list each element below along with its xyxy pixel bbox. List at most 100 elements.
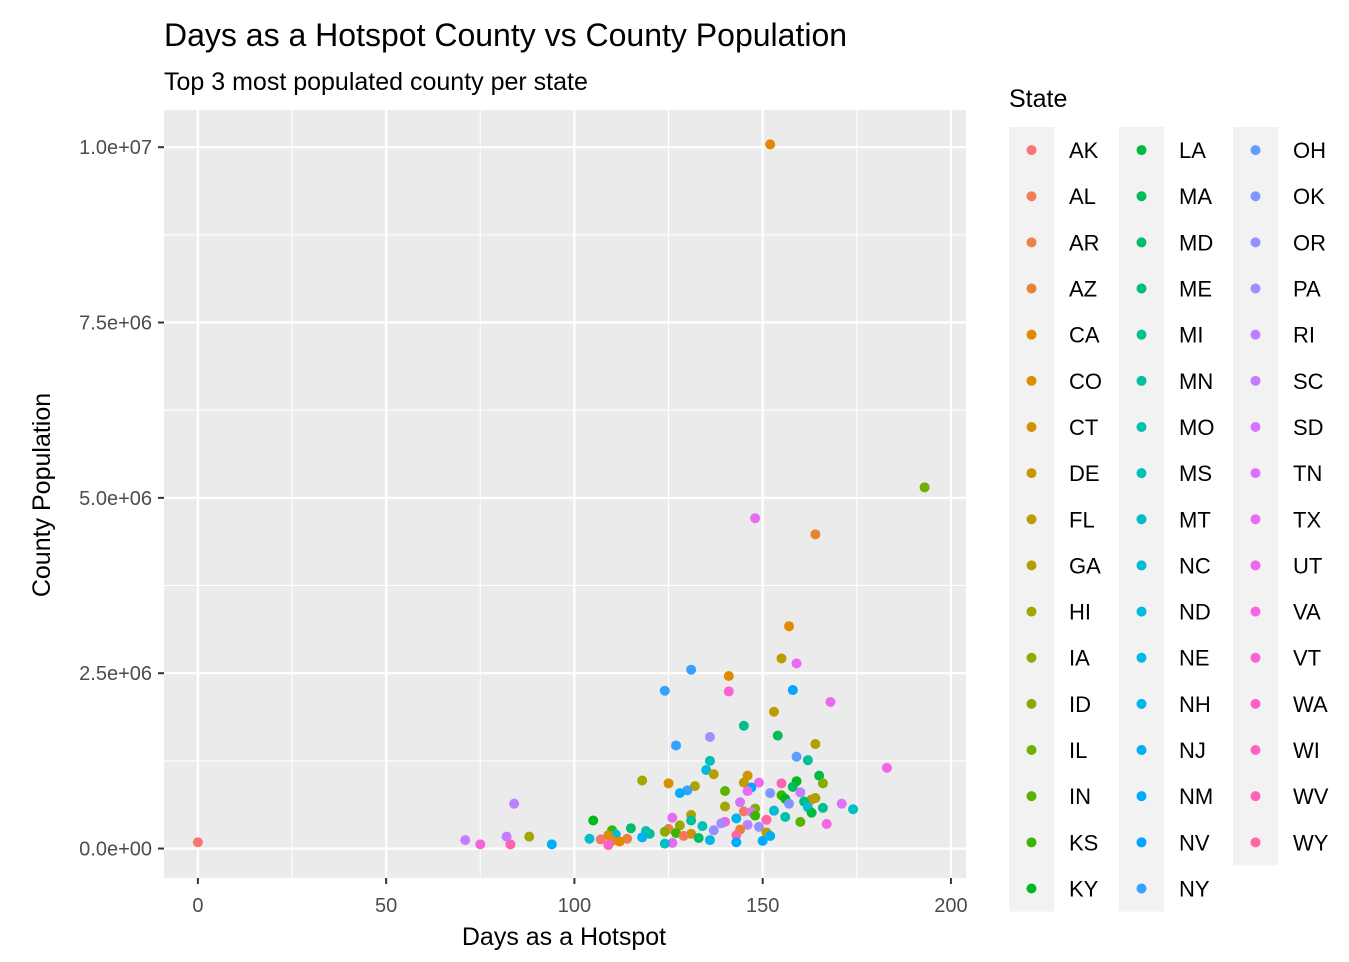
legend-title: State [1009, 85, 1067, 113]
data-point [787, 781, 798, 792]
y-tick-label: 7.5e+06 [79, 313, 152, 335]
chart-subtitle: Top 3 most populated county per state [164, 68, 588, 96]
data-point [686, 815, 697, 826]
data-point [546, 839, 557, 850]
legend-items: AK AL AR AZ CA CO CT DE FL GA HI IA ID IL IN KS KY LA MA MD… [1009, 127, 1329, 912]
data-point [753, 821, 764, 832]
legend-key [1250, 283, 1261, 294]
legend-key [1250, 329, 1261, 340]
data-point [659, 826, 670, 837]
legend-key [1136, 375, 1147, 386]
data-point [501, 831, 512, 842]
y-axis-title: County Population [28, 393, 56, 597]
legend-key [1026, 698, 1037, 709]
data-point [810, 529, 821, 540]
legend-label: UT [1293, 553, 1322, 578]
data-point [810, 739, 821, 750]
legend-key [1250, 652, 1261, 663]
legend-key [1026, 606, 1037, 617]
legend-label: LA [1179, 138, 1206, 163]
legend-key [1026, 145, 1037, 156]
legend-key [1136, 514, 1147, 525]
legend-label: OK [1293, 184, 1325, 209]
data-point [731, 813, 742, 824]
legend-label: GA [1069, 553, 1101, 578]
data-point [738, 806, 749, 817]
data-point [697, 821, 708, 832]
plot-panel [164, 110, 966, 878]
data-point [674, 788, 685, 799]
legend-label: WA [1293, 692, 1328, 717]
legend-key [1026, 421, 1037, 432]
legend-key-background [1233, 127, 1278, 866]
data-point [825, 696, 836, 707]
legend-label: MT [1179, 507, 1211, 532]
data-point [686, 828, 697, 839]
data-point [731, 830, 742, 841]
x-tick-label: 200 [934, 895, 967, 917]
data-point [821, 818, 832, 829]
legend-label: ME [1179, 277, 1212, 302]
data-point [742, 819, 753, 830]
legend-key [1250, 514, 1261, 525]
legend-key [1026, 560, 1037, 571]
data-point [678, 830, 689, 841]
legend-label: CA [1069, 323, 1100, 348]
chart-title: Days as a Hotspot County vs County Popul… [164, 17, 847, 53]
data-point [761, 814, 772, 825]
legend-key [1136, 237, 1147, 248]
y-tick-label: 5.0e+06 [79, 488, 152, 510]
legend-key [1026, 329, 1037, 340]
legend-key [1026, 745, 1037, 756]
legend-label: IL [1069, 738, 1087, 763]
legend-label: RI [1293, 323, 1315, 348]
legend-label: KS [1069, 830, 1098, 855]
legend-label: IN [1069, 784, 1091, 809]
data-point [659, 685, 670, 696]
data-point [742, 786, 753, 797]
x-tick-label: 100 [558, 895, 591, 917]
legend-key [1250, 745, 1261, 756]
legend-label: WY [1293, 830, 1329, 855]
legend-key [1250, 237, 1261, 248]
legend-key [1026, 837, 1037, 848]
data-point [753, 777, 764, 788]
legend-key [1136, 837, 1147, 848]
legend-label: SC [1293, 369, 1324, 394]
legend-key [1136, 145, 1147, 156]
data-point [505, 839, 516, 850]
data-point [795, 787, 806, 798]
legend-label: TX [1293, 507, 1321, 532]
legend-label: MN [1179, 369, 1213, 394]
legend-key [1250, 791, 1261, 802]
data-point [750, 513, 761, 524]
data-point [524, 831, 535, 842]
data-point [667, 837, 678, 848]
legend-label: KY [1069, 876, 1099, 901]
legend-label: HI [1069, 600, 1091, 625]
legend-key [1026, 237, 1037, 248]
data-point [708, 825, 719, 836]
legend-key [1026, 791, 1037, 802]
legend-label: NC [1179, 553, 1211, 578]
y-tick-label: 1.0e+07 [79, 137, 152, 159]
data-point [848, 804, 859, 815]
legend-label: WI [1293, 738, 1320, 763]
data-point [817, 802, 828, 813]
data-point [659, 838, 670, 849]
legend-key [1136, 191, 1147, 202]
data-point [787, 685, 798, 696]
legend-label: NJ [1179, 738, 1206, 763]
data-point [784, 621, 795, 632]
legend-label: OR [1293, 230, 1326, 255]
data-point [772, 730, 783, 741]
data-point [720, 801, 731, 812]
y-axis-ticks: 0.0e+00 2.5e+06 5.0e+06 7.5e+06 1.0e+07 [79, 137, 164, 861]
legend: State AK AL AR AZ CA CO CT DE FL GA HI IA ID IL IN KS KY… [1009, 85, 1329, 912]
data-point [192, 837, 203, 848]
data-point [689, 781, 700, 792]
legend-key [1026, 514, 1037, 525]
data-point [791, 751, 802, 762]
legend-key [1250, 375, 1261, 386]
